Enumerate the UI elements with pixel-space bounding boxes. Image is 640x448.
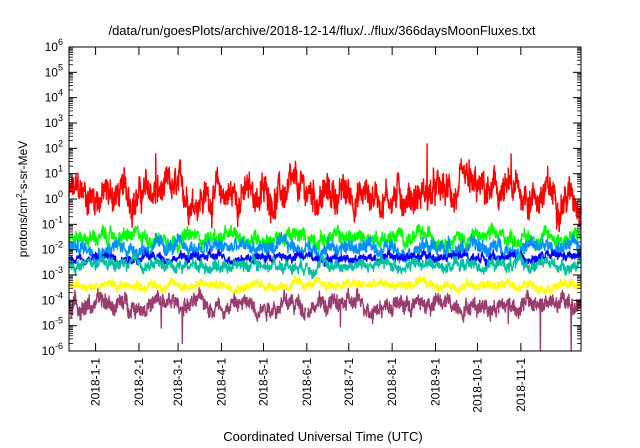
y-tick-label: 10-5 xyxy=(42,316,63,333)
x-tick-label: 2018-9-1 xyxy=(429,358,443,406)
y-tick-label: 10-1 xyxy=(42,214,63,231)
x-tick-label: 2018-7-1 xyxy=(342,358,356,406)
y-axis-label-main: protons/cm xyxy=(16,198,30,257)
series-line-7 xyxy=(68,287,582,352)
series-line-5 xyxy=(68,252,582,280)
y-tick-label: 10-2 xyxy=(42,240,63,257)
y-tick-label: 101 xyxy=(45,164,63,181)
x-tick-label: 2018-4-1 xyxy=(214,358,228,406)
chart-title: /data/run/goesPlots/archive/2018-12-14/f… xyxy=(108,23,535,38)
x-tick-label: 2018-6-1 xyxy=(300,358,314,406)
x-axis-label: Coordinated Universal Time (UTC) xyxy=(223,429,422,444)
y-tick-label: 100 xyxy=(45,189,63,206)
x-tick-label: 2018-5-1 xyxy=(256,358,270,406)
y-tick-label: 10-4 xyxy=(42,290,63,307)
series-line-1 xyxy=(68,143,582,233)
y-axis-label-exponent: 2 xyxy=(15,193,24,198)
y-tick-label: 10-6 xyxy=(42,341,63,358)
x-tick-label: 2018-10-1 xyxy=(470,358,484,413)
y-tick-label: 104 xyxy=(45,88,63,105)
series-layer xyxy=(68,143,582,352)
y-tick-label: 10-3 xyxy=(42,265,63,282)
x-tick-label: 2018-1-1 xyxy=(89,358,103,406)
y-tick-label: 105 xyxy=(45,62,63,79)
x-tick-label: 2018-2-1 xyxy=(132,358,146,406)
x-tick-label: 2018-11-1 xyxy=(514,358,528,412)
y-axis-label-suffix: -s-sr-MeV xyxy=(16,141,30,194)
y-tick-label: 103 xyxy=(45,113,63,130)
series-line-4 xyxy=(68,248,582,267)
series-line-3 xyxy=(68,231,582,265)
y-tick-label: 102 xyxy=(45,138,63,155)
series-line-6 xyxy=(68,275,582,296)
y-axis-label: protons/cm2-s-sr-MeV xyxy=(15,141,30,257)
y-tick-label: 106 xyxy=(45,37,63,54)
x-tick-label: 2018-3-1 xyxy=(171,358,185,406)
x-tick-label: 2018-8-1 xyxy=(385,358,399,406)
axes-layer: 10-6 10-5 10-4 10-3 10-2 10-1 100 101 102 103 104 1… xyxy=(42,37,582,413)
